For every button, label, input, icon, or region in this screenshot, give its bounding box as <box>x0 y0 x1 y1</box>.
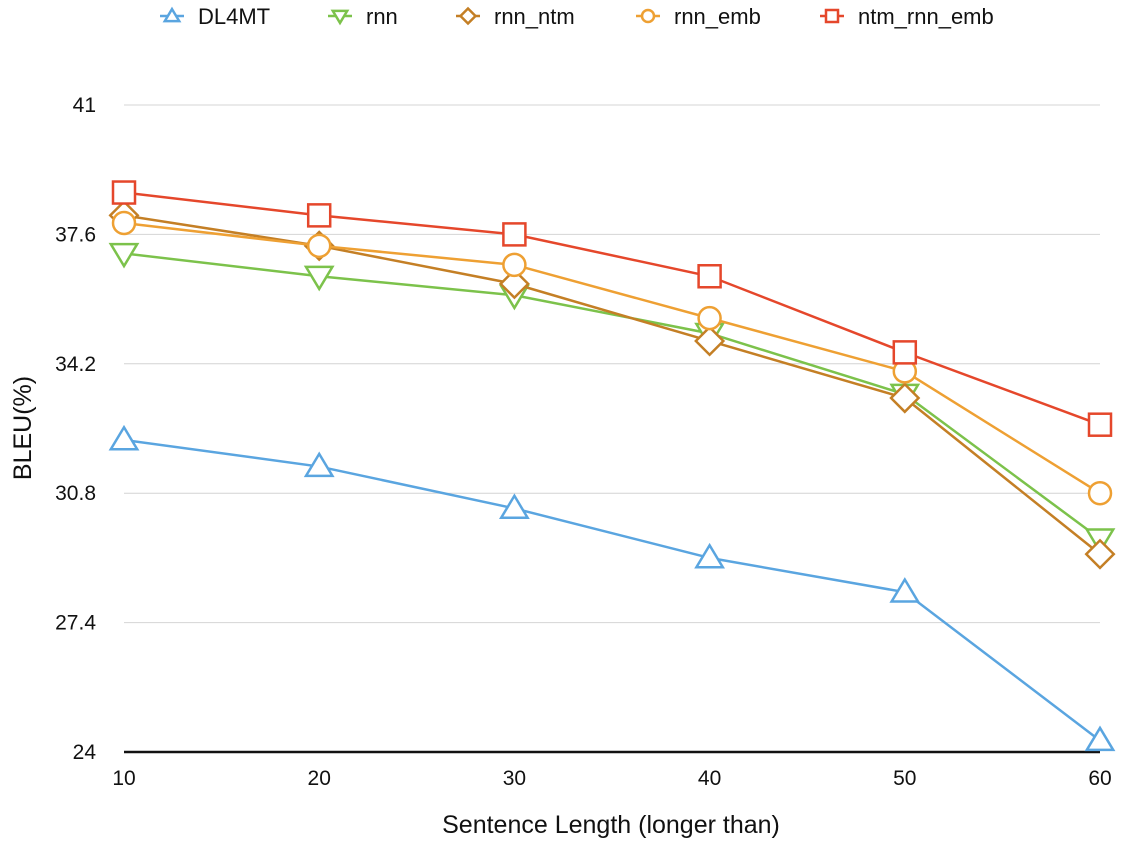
data-point <box>1084 538 1116 570</box>
x-tick-label: 10 <box>112 767 135 790</box>
data-point <box>502 222 527 247</box>
series-line <box>123 438 1101 742</box>
y-axis-title: BLEU(%) <box>9 376 37 480</box>
data-point <box>306 203 332 228</box>
legend-label: rnn_ntm <box>494 4 575 29</box>
legend-marker <box>640 8 656 24</box>
y-tick-label: 34.2 <box>55 353 96 376</box>
series-DL4MT <box>108 424 1116 752</box>
legend-label: rnn <box>366 4 398 29</box>
legend-marker <box>162 6 182 23</box>
x-axis-title: Sentence Length (longer than) <box>442 811 780 839</box>
data-point <box>1087 480 1113 506</box>
data-point <box>108 242 140 269</box>
y-tick-label: 27.4 <box>55 612 96 635</box>
data-point <box>694 542 726 569</box>
data-point <box>303 451 335 478</box>
data-point <box>111 180 137 205</box>
y-tick-labels: 24 27.4 30.8 34.2 37.6 41 <box>55 94 96 764</box>
y-tick-label: 41 <box>73 94 96 117</box>
legend-marker <box>824 8 840 24</box>
legend-marker <box>330 9 350 26</box>
series-line <box>123 191 1101 426</box>
x-tick-label: 50 <box>893 767 916 790</box>
data-point <box>889 577 921 603</box>
legend-marker <box>458 6 478 26</box>
data-point <box>1087 412 1113 437</box>
x-tick-label: 20 <box>308 767 331 790</box>
x-tick-labels: 10 20 30 40 50 60 <box>112 767 1111 790</box>
data-point <box>694 325 726 357</box>
data-point <box>498 493 530 520</box>
legend-item: rnn_emb <box>636 4 761 29</box>
data-point <box>892 340 918 365</box>
x-tick-label: 30 <box>503 767 526 790</box>
legend: DL4MT rnn rnn_ntm rnn_emb ntm_rnn_emb <box>160 4 994 29</box>
data-point <box>697 264 722 289</box>
series-rnn_emb <box>111 210 1113 506</box>
data-point <box>306 233 332 259</box>
data-point <box>498 268 530 300</box>
x-tick-label: 40 <box>698 767 721 790</box>
data-point <box>108 424 140 451</box>
legend-label: ntm_rnn_emb <box>858 4 994 29</box>
legend-item: rnn_ntm <box>456 4 575 29</box>
legend-item: ntm_rnn_emb <box>820 4 994 29</box>
data-point <box>1084 725 1116 752</box>
legend-item: rnn <box>328 4 398 29</box>
legend-item: DL4MT <box>160 4 270 29</box>
legend-label: rnn_emb <box>674 4 761 29</box>
data-point <box>502 252 527 278</box>
y-tick-label: 30.8 <box>55 482 96 505</box>
series-ntm_rnn_emb <box>111 180 1113 437</box>
y-tick-label: 24 <box>73 741 97 764</box>
data-point <box>303 265 335 292</box>
data-point <box>111 210 137 236</box>
y-tick-label: 37.6 <box>55 223 96 246</box>
gridlines <box>124 104 1100 754</box>
series-line <box>123 221 1101 495</box>
data-point <box>697 305 722 331</box>
series-layer <box>108 180 1116 752</box>
x-tick-label: 60 <box>1088 767 1111 790</box>
series-line <box>123 252 1101 540</box>
legend-label: DL4MT <box>198 4 270 29</box>
series-line <box>123 214 1101 556</box>
data-point <box>889 382 921 414</box>
series-rnn_ntm <box>108 199 1116 570</box>
